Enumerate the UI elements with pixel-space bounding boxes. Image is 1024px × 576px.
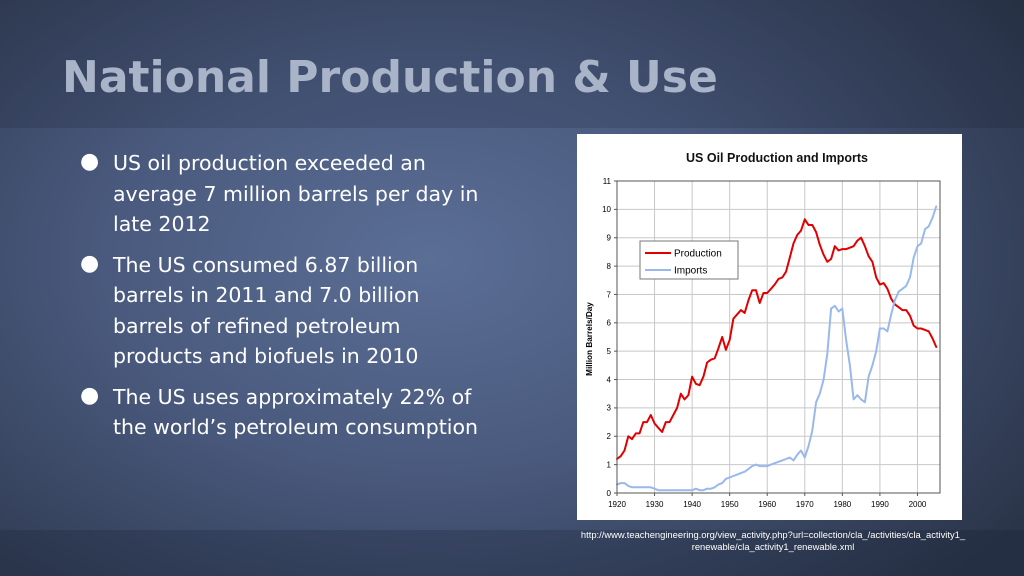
bullet-dot-icon: ●	[80, 250, 100, 276]
bullet-item: ● The US uses approximately 22% of the w…	[80, 382, 480, 443]
oil-chart: US Oil Production and Imports 0 1 2 3 4 5 6 7 8 9…	[585, 151, 941, 509]
bullet-item: ● US oil production exceeded an average …	[80, 148, 480, 240]
y-tick-label: 4	[607, 375, 612, 384]
chart-title: US Oil Production and Imports	[686, 151, 868, 165]
y-axis-label: Million Barrels/Day	[585, 302, 594, 376]
chart-series	[616, 205, 938, 492]
chart-image: US Oil Production and Imports 0 1 2 3 4 5 6 7 8 9…	[577, 134, 962, 520]
legend-label-production: Production	[674, 249, 722, 260]
chart-legend: Production Imports	[639, 240, 739, 280]
x-tick-label: 1960	[758, 500, 776, 509]
x-tick-label: 1990	[871, 500, 889, 509]
y-tick-label: 0	[607, 489, 612, 498]
y-tick-label: 8	[607, 262, 612, 271]
y-tick-label: 6	[607, 319, 612, 328]
x-tick-label: 2000	[909, 500, 927, 509]
chart-ticks: 0 1 2 3 4 5 6 7 8 9 10 11 1920 1930 1940 1950 1960 1970 19…	[602, 177, 927, 509]
series-line-production	[616, 218, 938, 460]
title-band	[0, 0, 1024, 128]
y-tick-label: 1	[607, 460, 612, 469]
series-line-imports	[616, 205, 938, 492]
footer-band	[0, 530, 1024, 576]
y-tick-label: 7	[607, 290, 612, 299]
y-tick-label: 5	[607, 347, 612, 356]
x-tick-label: 1930	[646, 500, 664, 509]
x-tick-label: 1920	[608, 500, 626, 509]
chart-grid	[616, 180, 940, 494]
bullet-item: ● The US consumed 6.87 billion barrels i…	[80, 250, 480, 372]
bullet-dot-icon: ●	[80, 382, 100, 408]
bullet-dot-icon: ●	[80, 149, 100, 174]
y-tick-label: 9	[607, 234, 612, 243]
bullet-text: The US consumed 6.87 billion barrels in …	[113, 252, 420, 369]
bullet-list: ● US oil production exceeded an average …	[80, 148, 480, 453]
x-tick-label: 1950	[721, 500, 739, 509]
y-tick-label: 10	[602, 205, 611, 214]
legend-box	[639, 240, 739, 280]
x-tick-label: 1980	[833, 500, 851, 509]
source-citation: http://www.teachengineering.org/view_act…	[580, 529, 966, 552]
bullet-text: US oil production exceeded an average 7 …	[113, 151, 479, 236]
plot-frame	[616, 180, 941, 494]
x-tick-label: 1940	[683, 500, 701, 509]
legend-label-imports: Imports	[674, 266, 707, 277]
y-tick-label: 2	[607, 432, 612, 441]
x-tick-label: 1970	[796, 500, 814, 509]
y-tick-label: 11	[603, 177, 612, 186]
y-tick-label: 3	[607, 404, 612, 413]
bullet-text: The US uses approximately 22% of the wor…	[113, 384, 479, 440]
slide-title: National Production & Use	[62, 52, 718, 103]
